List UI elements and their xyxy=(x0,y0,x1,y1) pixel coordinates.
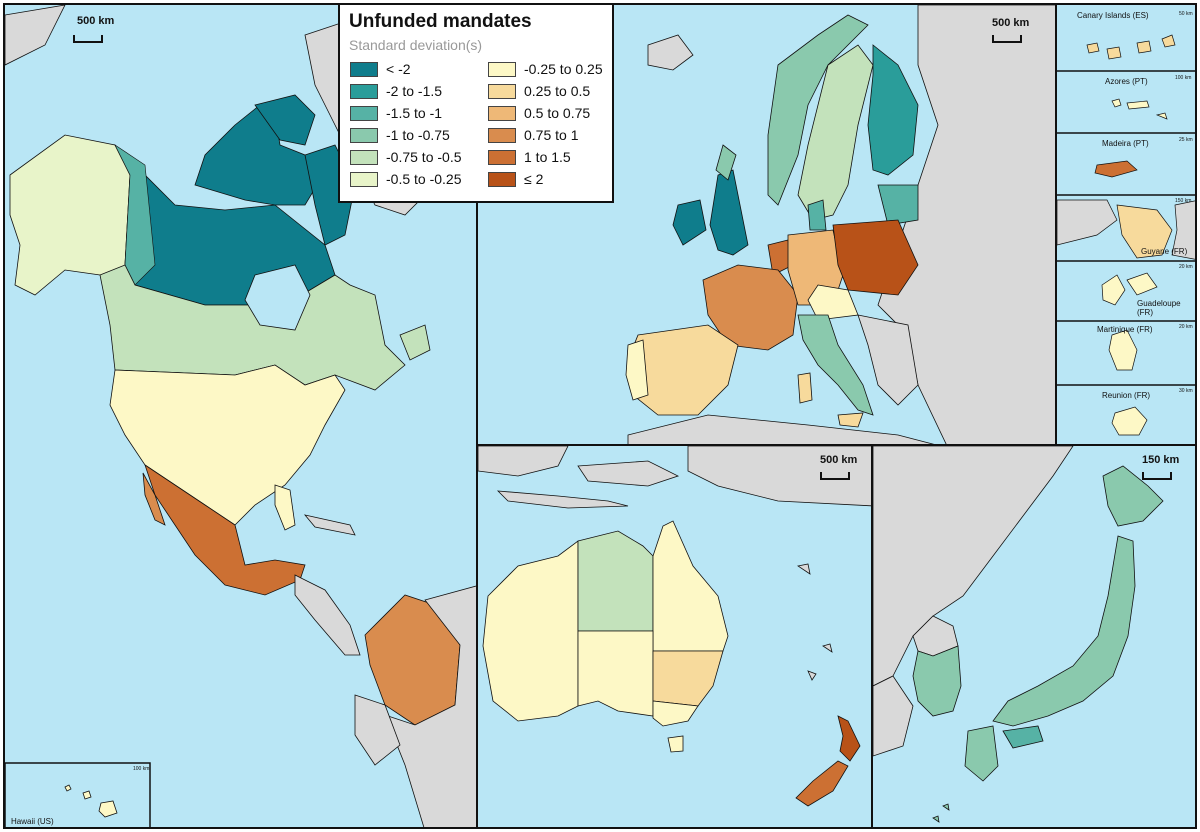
legend-swatch xyxy=(488,150,516,165)
hudson-bay xyxy=(244,264,311,331)
scale-bar xyxy=(992,35,1022,43)
japan-korea-scale-label: 150 km xyxy=(1142,454,1180,466)
legend-swatch xyxy=(350,106,378,121)
norway-shape xyxy=(767,14,869,206)
usa-shape xyxy=(109,364,346,526)
scale-bar xyxy=(820,472,850,480)
hokkaido-shape xyxy=(1102,465,1164,527)
guyane-label: Guyane (FR) xyxy=(1141,247,1188,256)
legend-swatch xyxy=(488,62,516,77)
mexico-shape xyxy=(144,464,306,596)
legend-label: 0.5 to 0.75 xyxy=(524,105,591,121)
panel-japan-korea: 150 km xyxy=(871,444,1197,829)
japan-korea-scale: 150 km xyxy=(1142,454,1195,480)
legend-swatch xyxy=(350,128,378,143)
kyushu-shape xyxy=(964,725,999,782)
italy-shape xyxy=(797,314,874,416)
central-america-shape xyxy=(294,574,361,656)
insets-map xyxy=(1057,34,1195,436)
russia-shape xyxy=(5,5,66,66)
north-america-scale-label: 500 km xyxy=(77,15,115,27)
finland-shape xyxy=(867,44,919,176)
nz-north-island xyxy=(837,715,861,762)
legend-title: Unfunded mandates xyxy=(349,11,532,32)
france-shape xyxy=(702,264,799,351)
reunion-scale: 30 km xyxy=(1179,388,1193,394)
scale-bar xyxy=(73,35,103,43)
shikoku-shape xyxy=(1002,725,1044,749)
legend-swatch xyxy=(488,128,516,143)
legend-swatch xyxy=(350,84,378,99)
legend-label: -0.25 to 0.25 xyxy=(524,61,603,77)
legend-swatch xyxy=(350,150,378,165)
azores-scale: 100 km xyxy=(1175,75,1192,81)
europe-map xyxy=(625,5,1055,444)
madeira-label: Madeira (PT) xyxy=(1102,139,1149,148)
hawaii-scale: 100 km xyxy=(133,766,150,772)
legend-swatch xyxy=(488,172,516,187)
canary-label: Canary Islands (ES) xyxy=(1077,11,1149,20)
reunion-label: Reunion (FR) xyxy=(1102,391,1151,400)
guadeloupe-label: Guadeloupe (FR) xyxy=(1137,299,1181,317)
azores-label: Azores (PT) xyxy=(1105,77,1148,86)
legend-label: < -2 xyxy=(386,61,411,77)
legend-swatch xyxy=(488,84,516,99)
asian-mainland-shape xyxy=(873,446,1074,687)
legend-label: 0.75 to 1 xyxy=(524,127,579,143)
martinique-scale: 20 km xyxy=(1179,324,1193,330)
australia-scale-label: 500 km xyxy=(820,454,858,466)
legend-subtitle: Standard deviation(s) xyxy=(349,37,483,53)
uk-shape xyxy=(709,169,749,256)
northern-territory xyxy=(577,530,654,632)
guadeloupe-scale: 20 km xyxy=(1179,264,1193,270)
panel-australia: 500 km xyxy=(476,444,873,829)
europe-scale: 500 km xyxy=(992,17,1052,43)
legend-label: -1.5 to -1 xyxy=(386,105,443,121)
legend-swatch xyxy=(350,172,378,187)
new-south-wales xyxy=(652,650,724,707)
indonesia-shape xyxy=(478,446,871,507)
canary-scale: 50 km xyxy=(1179,11,1193,17)
legend-swatch xyxy=(350,62,378,77)
legend-label: -2 to -1.5 xyxy=(386,83,443,99)
legend-label: ≤ 2 xyxy=(524,171,544,187)
eastern-europe-shape xyxy=(877,5,1055,444)
martinique-label: Martinique (FR) xyxy=(1097,325,1153,334)
legend-label: -0.75 to -0.5 xyxy=(386,149,462,165)
legend-label: 1 to 1.5 xyxy=(524,149,571,165)
scale-bar xyxy=(1142,472,1172,480)
panel-insets: Canary Islands (ES) 50 km Azores (PT) 10… xyxy=(1055,3,1197,446)
australia-scale: 500 km xyxy=(820,454,871,480)
poland-shape xyxy=(832,219,919,296)
queensland xyxy=(652,520,729,652)
europe-scale-label: 500 km xyxy=(992,17,1030,29)
legend-swatch xyxy=(488,106,516,121)
panel-europe: 500 km xyxy=(476,3,1057,446)
legend: Unfunded mandates Standard deviation(s) … xyxy=(338,3,614,203)
australia-map xyxy=(478,446,871,807)
legend-label: -0.5 to -0.25 xyxy=(386,171,462,187)
north-america-scale: 500 km xyxy=(73,15,133,43)
north-africa-shape xyxy=(627,414,935,444)
south-korea-shape xyxy=(912,645,962,717)
south-australia xyxy=(577,630,654,717)
legend-label: 0.25 to 0.5 xyxy=(524,83,591,99)
legend-label: -1 to -0.75 xyxy=(386,127,450,143)
madeira-scale: 25 km xyxy=(1179,137,1193,143)
hawaii-label: Hawaii (US) xyxy=(11,817,54,826)
nz-south-island xyxy=(795,760,849,807)
sweden-shape xyxy=(797,44,874,221)
tasmania xyxy=(667,735,684,753)
honshu-shape xyxy=(992,535,1136,727)
western-australia xyxy=(482,540,579,722)
victoria xyxy=(652,700,699,727)
ireland-shape xyxy=(672,199,707,246)
arctic-islands xyxy=(194,104,321,206)
japan-korea-map xyxy=(873,446,1164,823)
guyane-scale: 150 km xyxy=(1175,198,1192,204)
